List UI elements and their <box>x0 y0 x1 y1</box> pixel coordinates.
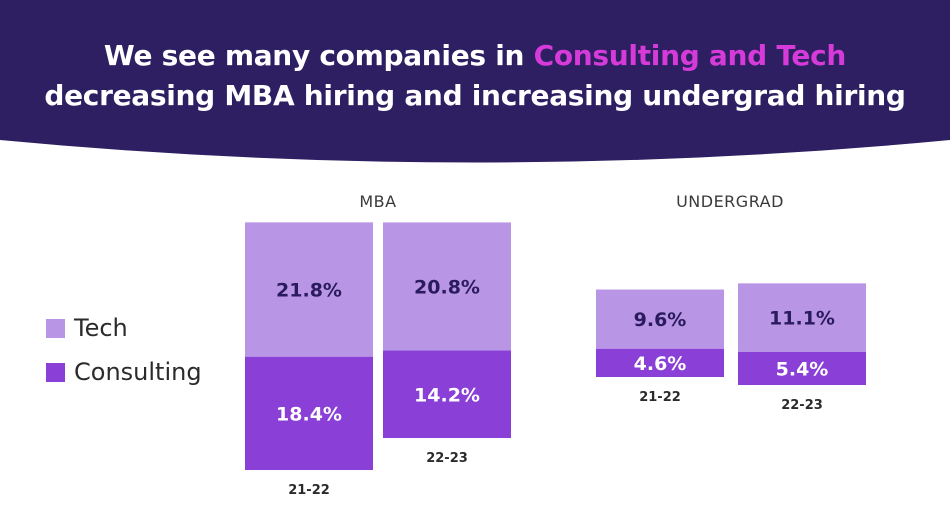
bar-tech-undergrad-21-22 <box>596 289 724 349</box>
legend-swatch-tech <box>46 318 65 338</box>
data-label-tech-undergrad-21-22: 9.6% <box>634 309 687 331</box>
bar-consulting-mba-21-22 <box>245 356 373 470</box>
legend-label-tech: Tech <box>74 314 128 342</box>
mba-group-label: MBA <box>359 192 397 211</box>
data-label-consulting-mba-21-22: 18.4% <box>276 403 342 425</box>
header-background <box>0 0 950 163</box>
category-label-mba-22-23: 22-23 <box>426 451 468 466</box>
bar-tech-mba-21-22 <box>245 222 373 357</box>
data-label-tech-mba-21-22: 21.8% <box>276 280 342 302</box>
data-label-tech-mba-22-23: 20.8% <box>414 276 480 298</box>
bar-consulting-undergrad-22-23 <box>738 351 866 385</box>
title-highlight: Consulting and Tech <box>533 39 847 72</box>
title-part-1: We see many companies in <box>103 39 534 72</box>
legend: Tech Consulting <box>46 306 202 394</box>
title-line-2: decreasing MBA hiring and increasing und… <box>44 79 906 112</box>
category-label-undergrad-21-22: 21-22 <box>639 390 681 405</box>
data-label-consulting-mba-22-23: 14.2% <box>414 384 480 406</box>
page-title: We see many companies in Consulting and … <box>0 36 950 116</box>
data-label-tech-undergrad-22-23: 11.1% <box>769 308 835 330</box>
data-label-consulting-undergrad-21-22: 4.6% <box>634 353 687 375</box>
title-line-1: We see many companies in Consulting and … <box>0 36 950 76</box>
bar-consulting-undergrad-21-22 <box>596 348 724 377</box>
category-label-undergrad-22-23: 22-23 <box>781 398 823 413</box>
category-label-mba-21-22: 21-22 <box>288 483 330 498</box>
legend-item-tech: Tech <box>46 306 202 350</box>
data-label-consulting-undergrad-22-23: 5.4% <box>776 358 829 380</box>
legend-item-consulting: Consulting <box>46 350 202 394</box>
legend-label-consulting: Consulting <box>74 358 202 386</box>
header-banner: We see many companies in Consulting and … <box>0 0 950 170</box>
bar-tech-undergrad-22-23 <box>738 283 866 352</box>
bar-tech-mba-22-23 <box>383 222 511 351</box>
undergrad-group-label: UNDERGRAD <box>676 192 784 211</box>
bar-consulting-mba-22-23 <box>383 350 511 438</box>
legend-swatch-consulting <box>46 362 65 382</box>
